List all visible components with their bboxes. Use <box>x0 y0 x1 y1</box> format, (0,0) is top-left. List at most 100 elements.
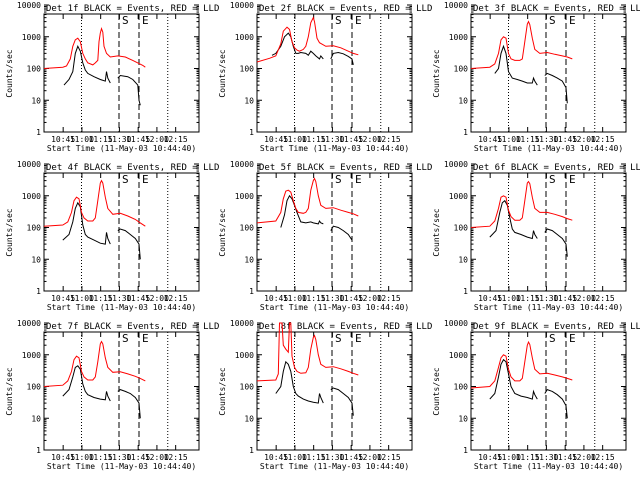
x-tick-label: 10:45 <box>478 453 502 462</box>
start-marker-label: S <box>335 332 342 345</box>
y-tick-label: 100 <box>240 224 255 233</box>
x-tick-label: 10:45 <box>51 135 75 144</box>
end-marker-label: E <box>569 14 576 27</box>
x-axis-label: Start Time (11-May-03 10:44:40) <box>260 303 409 312</box>
events-series-line <box>62 365 111 402</box>
events-series-line <box>330 387 354 416</box>
detector-panel: Det 3f BLACK = Events, RED = LLD 1 10 100 10… <box>432 1 640 153</box>
x-tick-label: 12:15 <box>591 135 615 144</box>
plot-frame <box>256 331 413 451</box>
y-tick-label: 1000 <box>235 192 254 201</box>
x-tick-label: 12:15 <box>591 294 615 303</box>
events-series-line <box>62 201 111 245</box>
x-tick-label: 11:30 <box>534 294 558 303</box>
x-tick-label: 11:00 <box>497 294 521 303</box>
lld-series-line <box>43 340 146 387</box>
lld-series-line <box>256 177 359 224</box>
x-tick-label: 11:30 <box>320 135 344 144</box>
y-tick-label: 1 <box>249 446 254 455</box>
detector-panel: Det 1f BLACK = Events, RED = LLD 1 10 100 10… <box>5 1 219 153</box>
x-axis-label: Start Time (11-May-03 10:44:40) <box>474 144 623 153</box>
x-tick-label: 11:00 <box>497 135 521 144</box>
x-axis-label: Start Time (11-May-03 10:44:40) <box>47 303 196 312</box>
x-tick-label: 12:00 <box>572 135 596 144</box>
events-series-line <box>63 45 111 86</box>
start-marker-label: S <box>549 332 556 345</box>
end-marker-label: E <box>142 173 149 186</box>
x-tick-label: 11:00 <box>283 294 307 303</box>
x-tick-label: 11:00 <box>70 294 94 303</box>
y-tick-label: 10000 <box>17 1 41 10</box>
x-tick-label: 11:00 <box>283 453 307 462</box>
y-tick-label: 1000 <box>235 33 254 42</box>
y-axis-label: Counts/sec <box>218 49 227 97</box>
y-axis-label: Counts/sec <box>432 367 441 415</box>
lld-series-line <box>470 180 573 228</box>
y-tick-label: 10 <box>244 255 254 264</box>
y-tick-label: 10000 <box>17 160 41 169</box>
events-series-line <box>544 388 568 419</box>
x-tick-label: 11:45 <box>126 294 150 303</box>
y-tick-label: 1000 <box>22 351 41 360</box>
detector-panel: Det 4f BLACK = Events, RED = LLD 1 10 100 10… <box>5 160 219 312</box>
detector-panel: Det 5f BLACK = Events, RED = LLD 1 10 100 10… <box>218 160 432 312</box>
x-tick-label: 12:15 <box>377 453 401 462</box>
y-tick-label: 10000 <box>444 1 468 10</box>
y-tick-label: 10000 <box>230 160 254 169</box>
x-tick-label: 12:00 <box>572 294 596 303</box>
y-axis-label: Counts/sec <box>5 49 14 97</box>
x-tick-label: 11:45 <box>553 294 577 303</box>
x-tick-label: 11:30 <box>107 294 131 303</box>
x-tick-label: 10:45 <box>264 294 288 303</box>
y-tick-label: 10 <box>458 414 468 423</box>
plot-frame <box>470 331 627 451</box>
events-series-line <box>275 360 324 404</box>
events-series-line <box>280 194 324 228</box>
y-tick-label: 100 <box>240 65 255 74</box>
y-tick-label: 100 <box>454 224 469 233</box>
y-tick-label: 10 <box>458 255 468 264</box>
y-tick-label: 1 <box>36 128 41 137</box>
panel-title: Det 4f BLACK = Events, RED = LLD <box>46 163 219 173</box>
x-axis-label: Start Time (11-May-03 10:44:40) <box>47 144 196 153</box>
x-axis-label: Start Time (11-May-03 10:44:40) <box>260 144 409 153</box>
panel-title: Det 8f BLACK = Events, RED = LLD <box>259 322 432 332</box>
x-tick-label: 10:45 <box>478 135 502 144</box>
y-tick-label: 1 <box>463 128 468 137</box>
end-marker-label: E <box>355 14 362 27</box>
y-tick-label: 1000 <box>22 192 41 201</box>
events-series-line <box>117 228 141 260</box>
x-tick-label: 12:00 <box>358 294 382 303</box>
x-tick-label: 11:45 <box>126 453 150 462</box>
panel-title: Det 3f BLACK = Events, RED = LLD <box>473 4 640 14</box>
y-tick-label: 1 <box>463 446 468 455</box>
lld-series-line <box>256 322 359 382</box>
y-tick-label: 10 <box>31 414 41 423</box>
x-tick-label: 12:00 <box>358 453 382 462</box>
events-series-line <box>330 225 353 241</box>
x-tick-label: 11:15 <box>89 135 113 144</box>
end-marker-label: E <box>569 332 576 345</box>
x-tick-label: 11:30 <box>534 453 558 462</box>
start-marker-label: S <box>549 14 556 27</box>
start-marker-label: S <box>335 14 342 27</box>
x-tick-label: 11:45 <box>339 453 363 462</box>
x-tick-label: 11:30 <box>534 135 558 144</box>
x-axis-label: Start Time (11-May-03 10:44:40) <box>47 462 196 471</box>
x-tick-label: 12:15 <box>164 135 188 144</box>
y-tick-label: 100 <box>454 383 469 392</box>
end-marker-label: E <box>142 332 149 345</box>
plot-frame <box>470 13 627 133</box>
y-tick-label: 10000 <box>230 1 254 10</box>
panel-title: Det 7f BLACK = Events, RED = LLD <box>46 322 219 332</box>
events-series-line <box>544 72 568 104</box>
x-tick-label: 11:45 <box>339 294 363 303</box>
y-tick-label: 100 <box>454 65 469 74</box>
y-tick-label: 10 <box>458 96 468 105</box>
y-tick-label: 100 <box>27 65 42 74</box>
events-series-line <box>544 228 568 257</box>
y-tick-label: 10000 <box>444 319 468 328</box>
x-tick-label: 11:15 <box>516 294 540 303</box>
events-series-line <box>494 44 538 86</box>
x-tick-label: 11:15 <box>89 453 113 462</box>
